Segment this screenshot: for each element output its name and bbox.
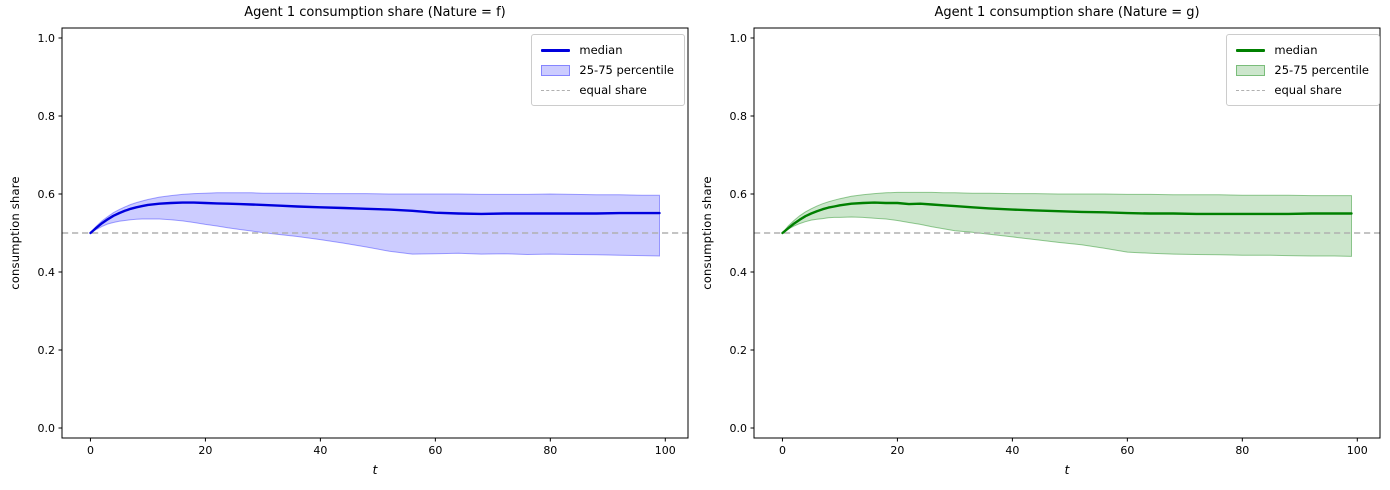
svg-text:60: 60 [1120,444,1134,457]
axes-plot-g: 0 20 40 60 80 100 0.0 0.2 0.4 0.6 0.8 1.0 [730,27,1381,457]
svg-text:0.0: 0.0 [38,422,56,435]
median-line-swatch-icon [1236,48,1266,52]
legend-label: 25-75 percentile [1274,63,1369,77]
svg-text:0.4: 0.4 [38,266,56,279]
svg-text:80: 80 [543,444,557,457]
legend-entry-equal-share: equal share [541,80,674,100]
svg-text:100: 100 [1347,444,1368,457]
svg-text:1.0: 1.0 [38,32,56,45]
legend-label: equal share [1274,83,1342,97]
legend-label: 25-75 percentile [579,63,674,77]
svg-text:20: 20 [198,444,212,457]
dashed-line-swatch-icon [1236,89,1266,91]
dashed-line-swatch-icon [541,89,571,91]
svg-text:40: 40 [1005,444,1019,457]
median-line-swatch-icon [541,48,571,52]
legend-label: median [1274,43,1318,57]
svg-text:1.0: 1.0 [730,32,748,45]
legend-entry-percentile: 25-75 percentile [541,60,674,80]
svg-text:0: 0 [779,444,786,457]
y-axis-label: consumption share [8,176,22,290]
legend: median 25-75 percentile equal share [531,34,685,106]
percentile-band-swatch-icon [541,64,571,76]
x-axis-label: t [1064,462,1070,477]
chart-title: Agent 1 consumption share (Nature = g) [934,5,1200,20]
svg-text:60: 60 [428,444,442,457]
x-axis-label: t [372,462,378,477]
legend-label: median [579,43,623,57]
svg-text:0.2: 0.2 [730,344,748,357]
axes-plot-f: 0 20 40 60 80 100 0.0 0.2 0.4 0.6 0.8 1.0 [38,27,689,457]
svg-text:0.8: 0.8 [730,110,748,123]
svg-text:0.4: 0.4 [730,266,748,279]
legend-label: equal share [579,83,647,97]
svg-text:0.6: 0.6 [730,188,748,201]
percentile-band-swatch-icon [1236,64,1266,76]
chart-panel-nature-f: 0 20 40 60 80 100 0.0 0.2 0.4 0.6 0.8 1.0 Agent 1 c… [8,5,689,477]
svg-text:0.0: 0.0 [730,422,748,435]
y-axis-label: consumption share [700,176,714,290]
svg-text:40: 40 [313,444,327,457]
legend-entry-percentile: 25-75 percentile [1236,60,1369,80]
svg-text:80: 80 [1235,444,1249,457]
svg-text:0.2: 0.2 [38,344,56,357]
legend: median 25-75 percentile equal share [1226,34,1380,106]
svg-text:0.8: 0.8 [38,110,56,123]
chart-title: Agent 1 consumption share (Nature = f) [244,5,506,20]
legend-entry-median: median [541,40,674,60]
legend-entry-equal-share: equal share [1236,80,1369,100]
svg-text:100: 100 [655,444,676,457]
svg-text:20: 20 [890,444,904,457]
legend-entry-median: median [1236,40,1369,60]
svg-text:0: 0 [87,444,94,457]
chart-panel-nature-g: 0 20 40 60 80 100 0.0 0.2 0.4 0.6 0.8 1.0 Agent 1 c… [695,0,1390,490]
svg-text:0.6: 0.6 [38,188,56,201]
